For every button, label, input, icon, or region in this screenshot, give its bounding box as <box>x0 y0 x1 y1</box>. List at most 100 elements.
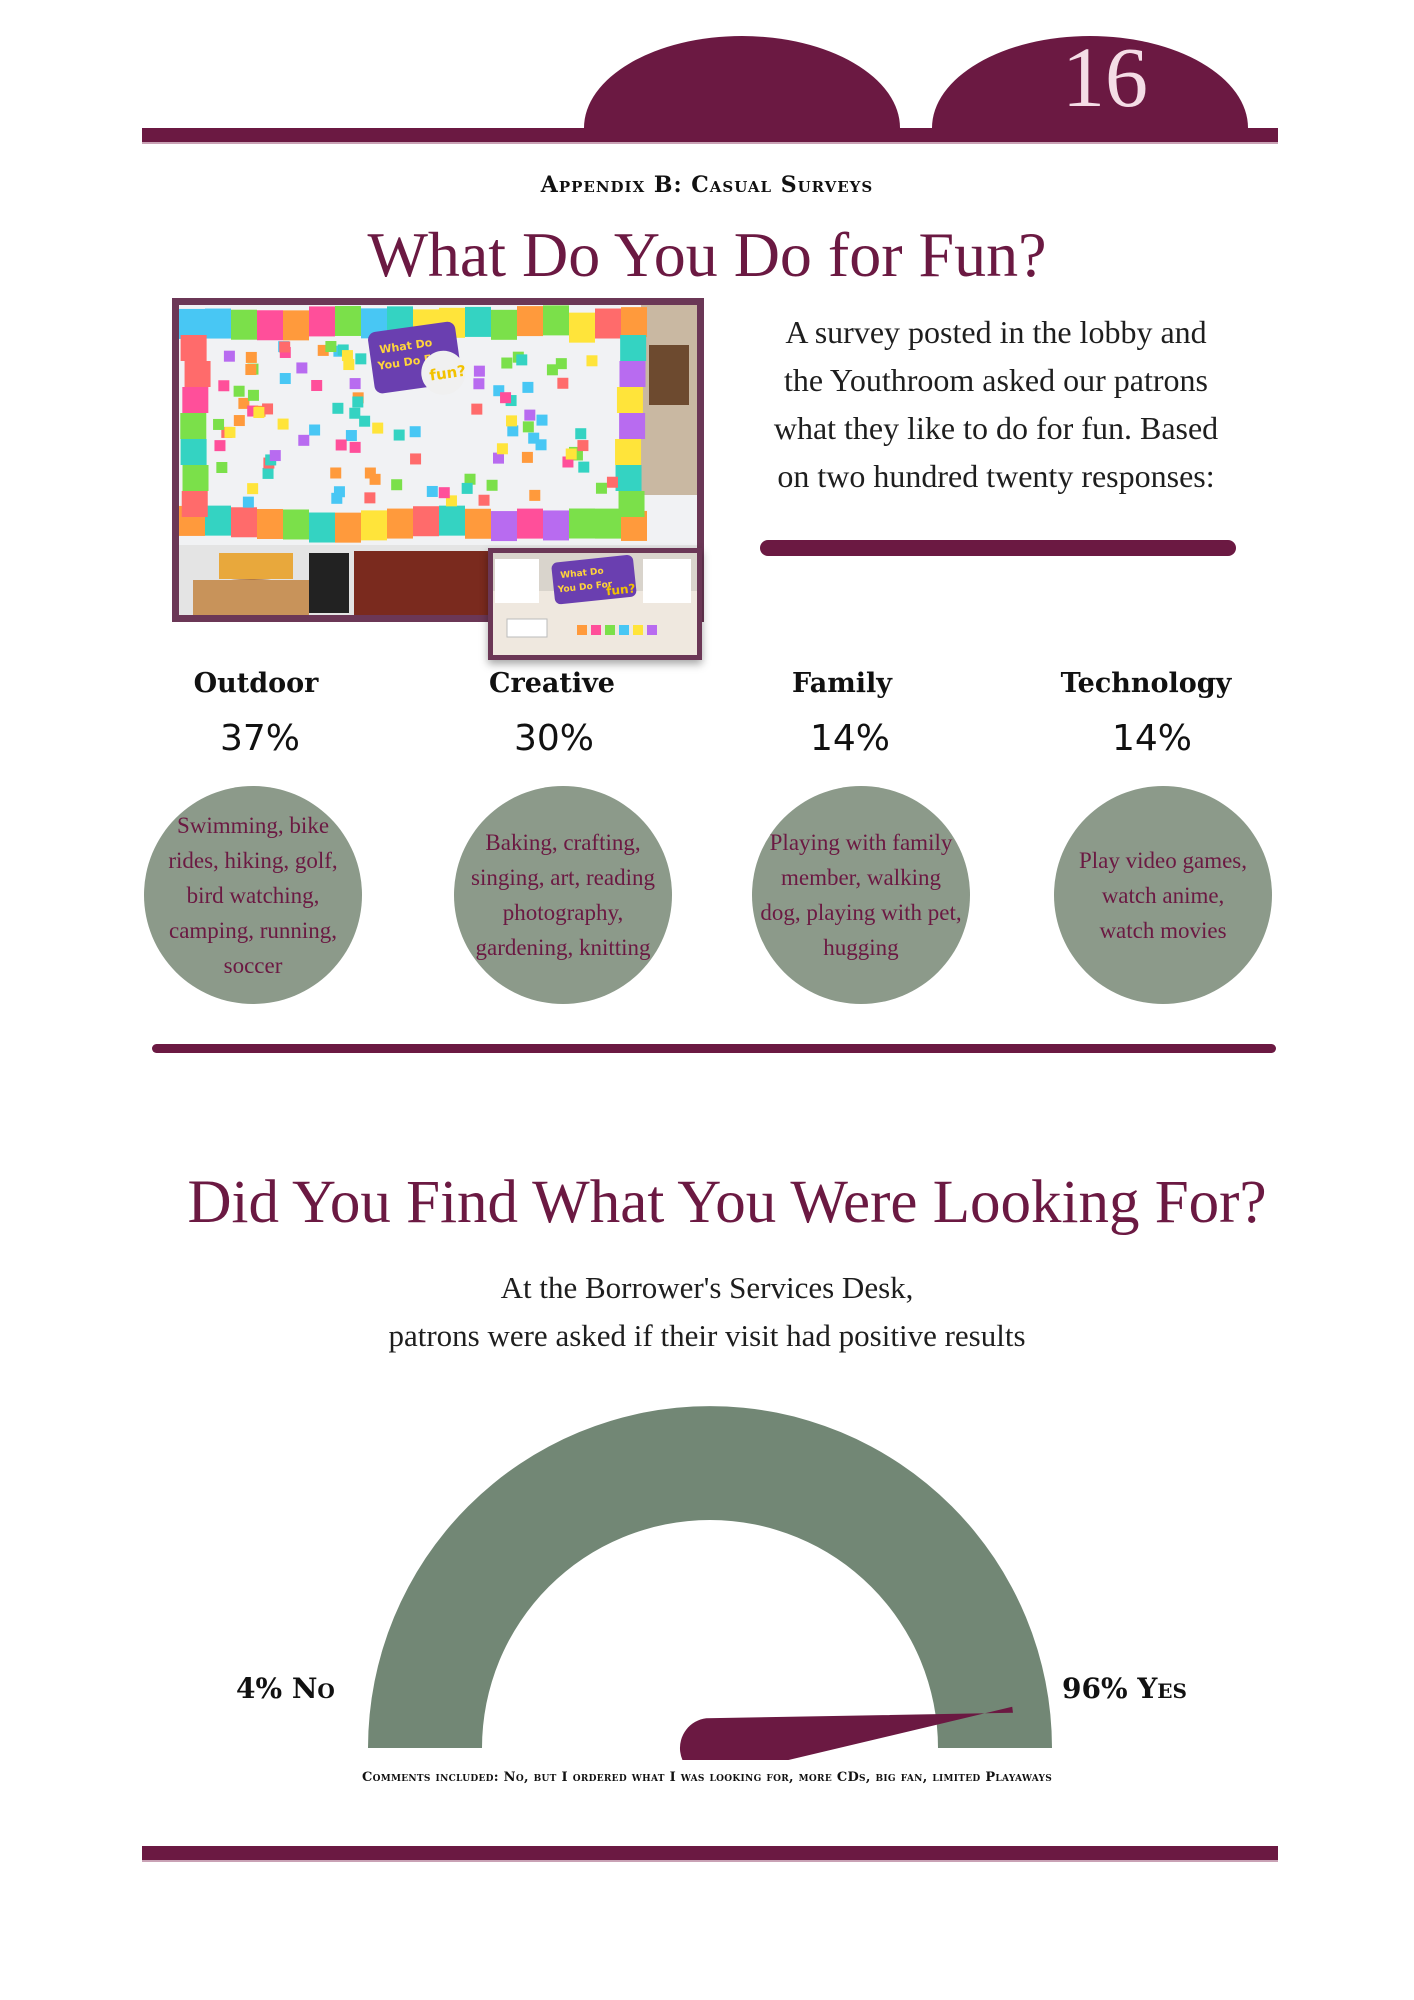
sticky-note <box>506 415 518 427</box>
sticky-note <box>575 428 587 440</box>
sticky-note <box>333 486 345 498</box>
sticky-note <box>586 355 598 367</box>
sticky-note <box>413 506 439 537</box>
sticky-note <box>245 351 257 363</box>
sticky-note <box>616 387 643 413</box>
sticky-note <box>410 453 422 465</box>
category-percent-technology: 14% <box>1111 718 1192 759</box>
sticky-note <box>335 512 361 543</box>
sticky-note <box>257 310 283 341</box>
sticky-note <box>216 462 228 474</box>
sticky-note <box>311 379 323 391</box>
sticky-note <box>349 441 361 453</box>
sticky-note <box>524 409 536 421</box>
sticky-note <box>349 378 361 390</box>
sticky-note <box>522 381 534 393</box>
sticky-note <box>555 358 567 370</box>
sticky-note <box>182 387 209 413</box>
sticky-note <box>372 422 384 434</box>
category-percent-creative: 30% <box>513 718 594 759</box>
sticky-note <box>364 467 376 479</box>
sticky-note <box>535 439 547 451</box>
category-title-family: Family <box>792 668 892 699</box>
survey-wall-photo: What Do You Do For fun? <box>172 298 704 622</box>
category-circle-family: Playing with family member, walking dog,… <box>752 786 970 1004</box>
category-examples-technology: Play video games, watch anime, watch mov… <box>1079 847 1247 943</box>
sticky-note <box>571 449 583 461</box>
sticky-note <box>180 413 207 439</box>
sticky-note <box>231 309 257 340</box>
sticky-note <box>595 308 621 339</box>
sticky-note <box>331 492 343 504</box>
sticky-note <box>231 507 257 538</box>
sticky-note <box>279 341 291 353</box>
found-section-title: Did You Find What You Were Looking For? <box>187 1169 1267 1236</box>
intro-line: what they like to do for fun. Based <box>773 410 1219 446</box>
sticky-note <box>309 512 335 543</box>
sticky-note <box>618 491 645 517</box>
sticky-note <box>543 305 569 336</box>
gauge-no-label: 4% No <box>236 1672 335 1705</box>
sticky-note <box>496 443 508 455</box>
sticky-note <box>493 452 505 464</box>
sticky-note <box>619 361 646 387</box>
sticky-note <box>465 508 491 539</box>
fun-survey-intro: A survey posted in the lobby and the You… <box>756 308 1236 500</box>
sticky-note <box>473 378 485 390</box>
inset-sign-text-3: fun? <box>606 581 637 598</box>
survey-table-photo: What Do You Do For fun? <box>488 548 702 660</box>
sticky-note <box>464 473 476 485</box>
sticky-note <box>565 448 577 460</box>
sticky-note <box>486 479 498 491</box>
sticky-note <box>223 350 235 362</box>
sticky-note <box>335 305 361 336</box>
fun-section-title: What Do You Do for Fun? <box>367 219 1047 290</box>
sticky-note <box>309 424 321 436</box>
top-rule <box>142 128 1278 142</box>
sticky-note <box>461 482 473 494</box>
category-circle-creative: Baking, crafting, singing, art, reading … <box>454 786 672 1004</box>
satisfaction-gauge <box>368 1406 1052 1760</box>
sticky-note <box>516 354 528 366</box>
intro-line: A survey posted in the lobby and <box>785 314 1207 350</box>
category-circle-outdoor: Swimming, bike rides, hiking, golf, bird… <box>144 786 362 1004</box>
sticky-note <box>391 479 403 491</box>
sticky-note <box>615 465 642 491</box>
sticky-note <box>546 364 558 376</box>
sticky-note <box>214 440 226 452</box>
category-percent-outdoor: 37% <box>219 718 300 759</box>
sticky-note <box>247 389 259 401</box>
sticky-note <box>543 510 569 541</box>
sticky-note <box>438 487 450 499</box>
sticky-note <box>471 403 483 415</box>
sticky-note <box>345 430 357 442</box>
sticky-note <box>309 306 335 337</box>
gauge-arc <box>368 1406 1052 1748</box>
sticky-note <box>283 310 309 341</box>
sticky-note <box>224 426 236 438</box>
sticky-note <box>279 373 291 385</box>
sticky-note <box>269 450 281 462</box>
sticky-note <box>213 418 225 430</box>
sticky-note <box>528 432 540 444</box>
table-illustration: What Do You Do For fun? <box>493 553 697 655</box>
sticky-note <box>606 476 618 488</box>
sticky-note <box>615 439 642 465</box>
sticky-note <box>262 403 274 415</box>
category-examples-creative: Baking, crafting, singing, art, reading … <box>471 830 655 960</box>
bottom-rule <box>142 1846 1278 1860</box>
sticky-note <box>352 396 364 408</box>
sticky-note <box>493 385 505 397</box>
category-circle-technology: Play video games, watch anime, watch mov… <box>1054 786 1272 1004</box>
sticky-note <box>238 397 250 409</box>
survey-comments: Comments included: No, but I ordered wha… <box>361 1770 1053 1785</box>
sticky-note <box>330 467 342 479</box>
sticky-note <box>569 508 595 539</box>
sticky-note <box>387 508 413 539</box>
sticky-note <box>569 312 595 343</box>
sticky-note <box>181 491 208 517</box>
sticky-note <box>578 461 590 473</box>
category-title-technology: Technology <box>1060 668 1232 699</box>
sticky-note <box>491 309 517 340</box>
sticky-note <box>245 364 257 376</box>
